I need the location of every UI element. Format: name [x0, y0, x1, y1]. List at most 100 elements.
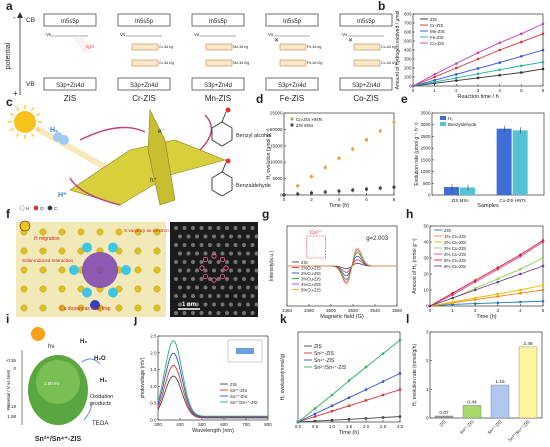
series-line	[429, 300, 544, 307]
cb-text: In5s5p	[357, 19, 376, 25]
vs-label: Vs	[120, 32, 126, 37]
data-point	[519, 267, 522, 271]
annotation-solar: Solar-induced Interaction	[22, 258, 74, 263]
x-tick-label: ZIS	[438, 419, 446, 427]
vb-text: S3p+Zn4d	[278, 83, 306, 89]
lattice-atom	[77, 228, 85, 236]
tem-dot	[233, 277, 238, 281]
benzyl-alcohol-label: Benzyl alcohol	[236, 133, 271, 139]
y-tick-label: 20000	[270, 127, 283, 132]
vacancy-atom	[90, 300, 100, 310]
legend-swatch	[290, 123, 294, 127]
y-axis-label: Amount of hydrogen evolved / μmol	[395, 11, 401, 90]
legend-label: ZIS MSs	[296, 123, 314, 128]
bond	[221, 162, 227, 173]
panel-f: H migration S vacancy as electron trap Sol…	[16, 220, 259, 317]
tem-dot	[254, 268, 259, 273]
oxidation-arrow	[199, 114, 213, 151]
tem-dot	[233, 226, 238, 230]
tem-dot	[242, 311, 246, 315]
y-tick-label: 15000	[270, 143, 283, 148]
x-tick-label: 500	[198, 422, 206, 427]
valence-band	[43, 77, 97, 91]
eg-label: Mn-3d eg	[233, 45, 248, 49]
series-line	[157, 340, 268, 417]
tem-dot	[250, 277, 255, 281]
cb-text: In5s5p	[209, 19, 228, 25]
data-point	[541, 283, 545, 287]
data-point	[455, 62, 458, 65]
t2g-level	[279, 59, 307, 67]
data-point	[541, 288, 545, 292]
tem-dot	[182, 311, 187, 315]
data-point	[541, 264, 545, 268]
legend-label: 5% Cu-ZIS	[444, 258, 466, 263]
bar	[512, 130, 528, 195]
tem-dot	[191, 243, 195, 247]
sun-ray	[15, 132, 20, 138]
y-tick-label: 400	[404, 48, 412, 53]
legend-label: Benzyldehyde	[448, 122, 477, 127]
tem-dot	[174, 294, 178, 298]
tem-dot	[250, 294, 255, 298]
x-tick-label: 3.0	[397, 424, 404, 429]
cluster-icon	[82, 252, 118, 288]
scale-label: 1 nm	[182, 302, 196, 308]
sample-name: Cr-ZIS	[132, 94, 156, 103]
y-tick-label: 100	[404, 75, 412, 80]
data-point	[496, 301, 500, 305]
data-point	[323, 190, 327, 194]
legend-label: 1%Cu-ZIS	[301, 266, 321, 271]
data-point	[519, 300, 522, 304]
legend-label: 6% Cu-ZIS	[444, 264, 466, 269]
data-point	[330, 404, 334, 407]
t2g-level	[205, 59, 233, 67]
eg-label: Co-3d eg	[381, 45, 396, 49]
data-point	[496, 292, 500, 296]
dopant-atom	[108, 287, 118, 298]
legend-label: ZIS	[444, 228, 451, 233]
lattice-atom	[39, 304, 47, 312]
y-axis-label: H₂ evolution rate (mmol/g/h)	[412, 344, 418, 407]
h2o-label: H₂O	[94, 356, 106, 362]
eg-label: Cr-3d eg	[159, 45, 173, 49]
cb-text: In5s5p	[61, 19, 80, 25]
lattice-atom	[134, 285, 142, 293]
x-tick-label: 3480	[304, 308, 315, 313]
legend-label: 3%Cu-ZIS	[301, 277, 321, 282]
y-tick-label: 1.0	[150, 384, 157, 389]
legend-label: 2%Cu-ZIS	[301, 271, 321, 276]
tem-dot	[225, 226, 229, 230]
y-tick-label: 600	[404, 30, 412, 35]
tem-dot	[199, 311, 204, 315]
data-point	[337, 156, 341, 160]
dopant-atom	[82, 242, 92, 253]
lattice-atom	[39, 285, 47, 293]
lattice-atom	[153, 247, 161, 255]
lattice-atom	[134, 228, 142, 236]
band-diagram-mn-zis: In5s5p S3p+Zn4d Mn-ZIS Vs Mn-3d eg Mn-3d t2g	[191, 13, 249, 103]
annotation-s-vacancy: S vacancy as electron trap	[124, 228, 179, 233]
lattice-atom	[153, 285, 161, 293]
level-label: 2.19	[7, 404, 16, 409]
data-point	[330, 410, 334, 413]
dopant-atom	[108, 242, 118, 253]
legend-label: Mn-ZIS	[430, 29, 445, 34]
x-tick-label: 700	[242, 422, 250, 427]
tem-dot	[237, 285, 242, 290]
valence-band	[339, 77, 393, 91]
tem-dot	[186, 234, 191, 239]
y-tick-label: 500	[404, 39, 412, 44]
h-arrow	[69, 177, 121, 206]
benzaldehyde-label: Benzaldehyde	[236, 183, 271, 189]
sun-ray	[35, 112, 41, 117]
tem-dot	[182, 294, 187, 298]
light-ray	[79, 37, 91, 53]
legend-label: Fe-ZIS	[430, 35, 444, 40]
tem-dot	[186, 285, 191, 290]
tem-dot	[237, 302, 242, 307]
legend-label: Sn²⁺/Sn⁴⁺-ZIS	[314, 365, 347, 371]
legend-label: Sn⁴⁺-ZIS	[230, 394, 248, 399]
lattice-atom	[58, 304, 66, 312]
